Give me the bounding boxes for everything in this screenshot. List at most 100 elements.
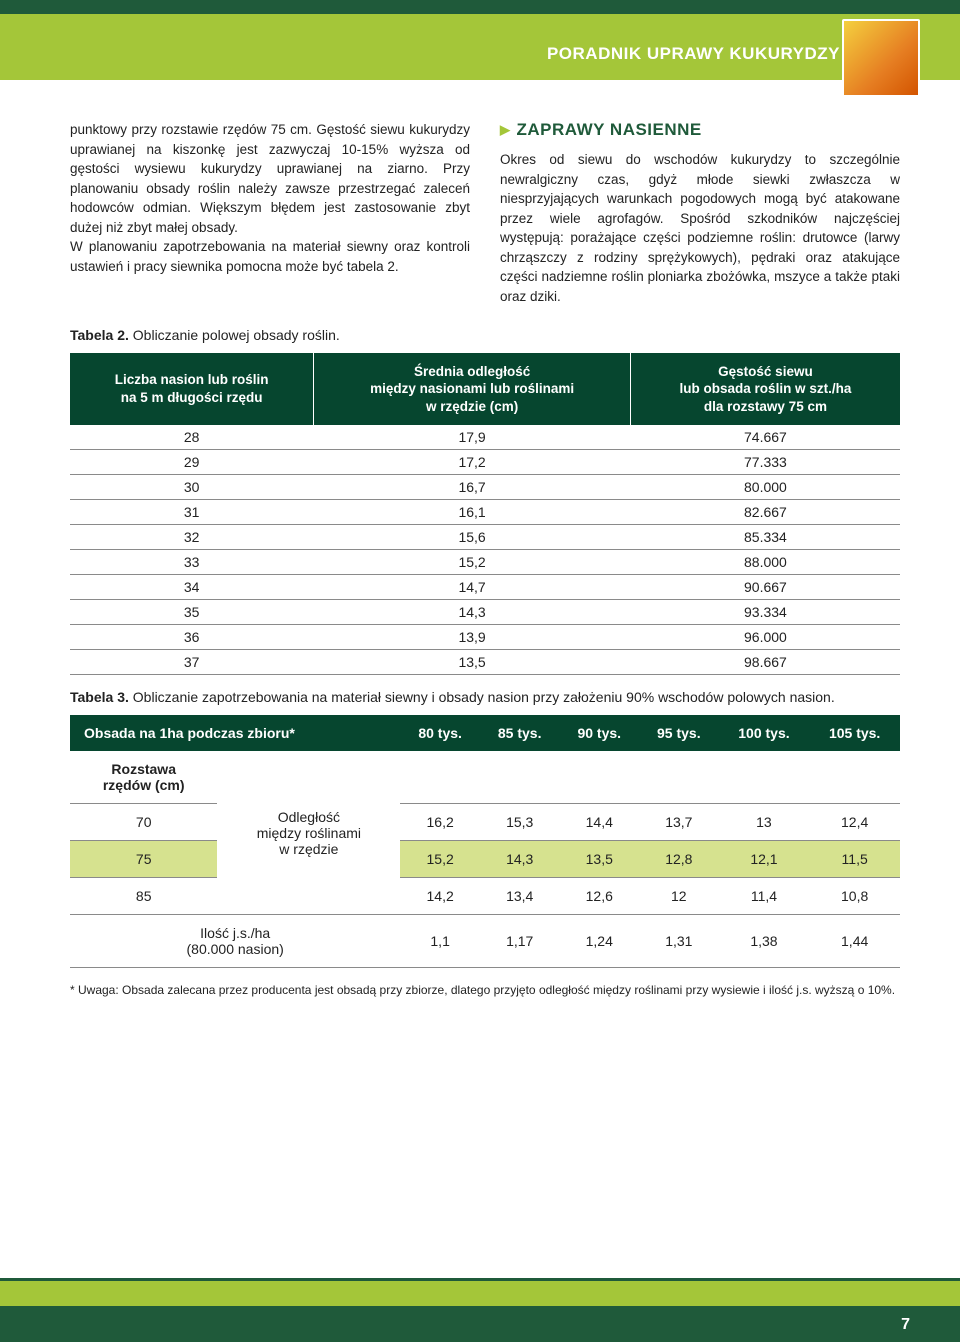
- table-row: 7016,215,314,413,71312,4: [70, 804, 900, 841]
- table2-cell: 88.000: [630, 550, 900, 575]
- table3-cell: 13,5: [559, 841, 639, 878]
- table2-cell: 35: [70, 600, 314, 625]
- table2-cell: 30: [70, 475, 314, 500]
- table-row: 7515,214,313,512,812,111,5: [70, 841, 900, 878]
- table-row: Rozstawa rzędów (cm)Odległość między roś…: [70, 751, 900, 804]
- table3-empty-cell: [480, 751, 560, 804]
- table-row: 3016,780.000: [70, 475, 900, 500]
- header-band: PORADNIK UPRAWY KUKURYDZY: [0, 0, 960, 80]
- table2-cell: 32: [70, 525, 314, 550]
- section-heading-zaprawy: ZAPRAWY NASIENNE: [500, 120, 900, 140]
- table-row: 3414,790.667: [70, 575, 900, 600]
- table3-empty-cell: [400, 751, 480, 804]
- table2-cell: 28: [70, 425, 314, 450]
- spacing-value: 85: [70, 878, 217, 915]
- table-row: 3713,598.667: [70, 650, 900, 675]
- table-row: 2817,974.667: [70, 425, 900, 450]
- table2-cell: 98.667: [630, 650, 900, 675]
- table-row: 8514,213,412,61211,410,8: [70, 878, 900, 915]
- table2-cell: 13,9: [314, 625, 631, 650]
- table-row: 3215,685.334: [70, 525, 900, 550]
- table3-header-left: Obsada na 1ha podczas zbioru*: [70, 715, 400, 751]
- table3-hval-2: 90 tys.: [559, 715, 639, 751]
- table2-cell: 82.667: [630, 500, 900, 525]
- table2-caption-rest: Obliczanie polowej obsady roślin.: [129, 327, 340, 343]
- table2-cell: 16,7: [314, 475, 631, 500]
- table2-cell: 15,2: [314, 550, 631, 575]
- content-area: punktowy przy rozstawie rzędów 75 cm. Gę…: [0, 120, 960, 999]
- left-column: punktowy przy rozstawie rzędów 75 cm. Gę…: [70, 120, 470, 307]
- table2-cell: 93.334: [630, 600, 900, 625]
- table2-cell: 15,6: [314, 525, 631, 550]
- table3-cell: 13,4: [480, 878, 560, 915]
- table2-cell: 34: [70, 575, 314, 600]
- table3-cell: 15,3: [480, 804, 560, 841]
- table3-cell: 12,1: [719, 841, 810, 878]
- table3-cell: 1,31: [639, 915, 719, 968]
- document-title: PORADNIK UPRAWY KUKURYDZY: [547, 44, 840, 64]
- table3-cell: 11,4: [719, 878, 810, 915]
- table3-hval-3: 95 tys.: [639, 715, 719, 751]
- table3-cell: 12,4: [809, 804, 900, 841]
- footnote: * Uwaga: Obsada zalecana przez producent…: [70, 982, 900, 999]
- table2-cell: 16,1: [314, 500, 631, 525]
- page: PORADNIK UPRAWY KUKURYDZY punktowy przy …: [0, 0, 960, 1342]
- right-paragraph: Okres od siewu do wschodów kukurydzy to …: [500, 150, 900, 307]
- table3-cell: 1,38: [719, 915, 810, 968]
- table3-cell: 13,7: [639, 804, 719, 841]
- footer-dark-bar: 7: [0, 1306, 960, 1342]
- table2-cell: 33: [70, 550, 314, 575]
- corn-photo: [842, 19, 920, 97]
- table3-cell: 14,3: [480, 841, 560, 878]
- footer-green-bar: [0, 1278, 960, 1306]
- table2-cell: 74.667: [630, 425, 900, 450]
- table-row: 3613,996.000: [70, 625, 900, 650]
- right-column: ZAPRAWY NASIENNE Okres od siewu do wscho…: [500, 120, 900, 307]
- middle-distance-label: Odległość między roślinami w rzędzie: [217, 751, 400, 915]
- table3-cell: 10,8: [809, 878, 900, 915]
- table2-cell: 37: [70, 650, 314, 675]
- table3: Obsada na 1ha podczas zbioru* 80 tys. 85…: [70, 715, 900, 968]
- table2-cell: 36: [70, 625, 314, 650]
- table2-cell: 85.334: [630, 525, 900, 550]
- table2-cell: 17,2: [314, 450, 631, 475]
- table3-empty-cell: [639, 751, 719, 804]
- table3-cell: 1,44: [809, 915, 900, 968]
- table2-cell: 77.333: [630, 450, 900, 475]
- table3-cell: 12: [639, 878, 719, 915]
- table2-cell: 14,3: [314, 600, 631, 625]
- table-row: Ilość j.s./ha (80.000 nasion)1,11,171,24…: [70, 915, 900, 968]
- spacing-value: 75: [70, 841, 217, 878]
- table3-hval-0: 80 tys.: [400, 715, 480, 751]
- table2-cell: 13,5: [314, 650, 631, 675]
- table2: Liczba nasion lub roślin na 5 m długości…: [70, 353, 900, 676]
- table3-cell: 14,4: [559, 804, 639, 841]
- spacing-value: 70: [70, 804, 217, 841]
- table2-cell: 14,7: [314, 575, 631, 600]
- footer-band: 7: [0, 1272, 960, 1342]
- table2-cell: 96.000: [630, 625, 900, 650]
- two-column-text: punktowy przy rozstawie rzędów 75 cm. Gę…: [70, 120, 900, 307]
- table2-caption: Tabela 2. Obliczanie polowej obsady rośl…: [70, 327, 900, 343]
- table3-cell: 1,1: [400, 915, 480, 968]
- table3-empty-cell: [809, 751, 900, 804]
- table2-cell: 17,9: [314, 425, 631, 450]
- table2-col2-header: Średnia odległość między nasionami lub r…: [314, 353, 631, 426]
- left-paragraph: punktowy przy rozstawie rzędów 75 cm. Gę…: [70, 120, 470, 277]
- table3-cell: 12,6: [559, 878, 639, 915]
- table3-cell: 11,5: [809, 841, 900, 878]
- table-row: 3315,288.000: [70, 550, 900, 575]
- table3-hval-5: 105 tys.: [809, 715, 900, 751]
- table2-cell: 29: [70, 450, 314, 475]
- table3-hval-4: 100 tys.: [719, 715, 810, 751]
- table3-caption: Tabela 3. Obliczanie zapotrzebowania na …: [70, 689, 900, 705]
- table2-cell: 80.000: [630, 475, 900, 500]
- table-row: 3116,182.667: [70, 500, 900, 525]
- table3-cell: 1,17: [480, 915, 560, 968]
- table2-cell: 31: [70, 500, 314, 525]
- table2-cell: 90.667: [630, 575, 900, 600]
- table3-empty-cell: [559, 751, 639, 804]
- js-row-label: Ilość j.s./ha (80.000 nasion): [70, 915, 400, 968]
- table3-cell: 15,2: [400, 841, 480, 878]
- page-number: 7: [901, 1316, 910, 1334]
